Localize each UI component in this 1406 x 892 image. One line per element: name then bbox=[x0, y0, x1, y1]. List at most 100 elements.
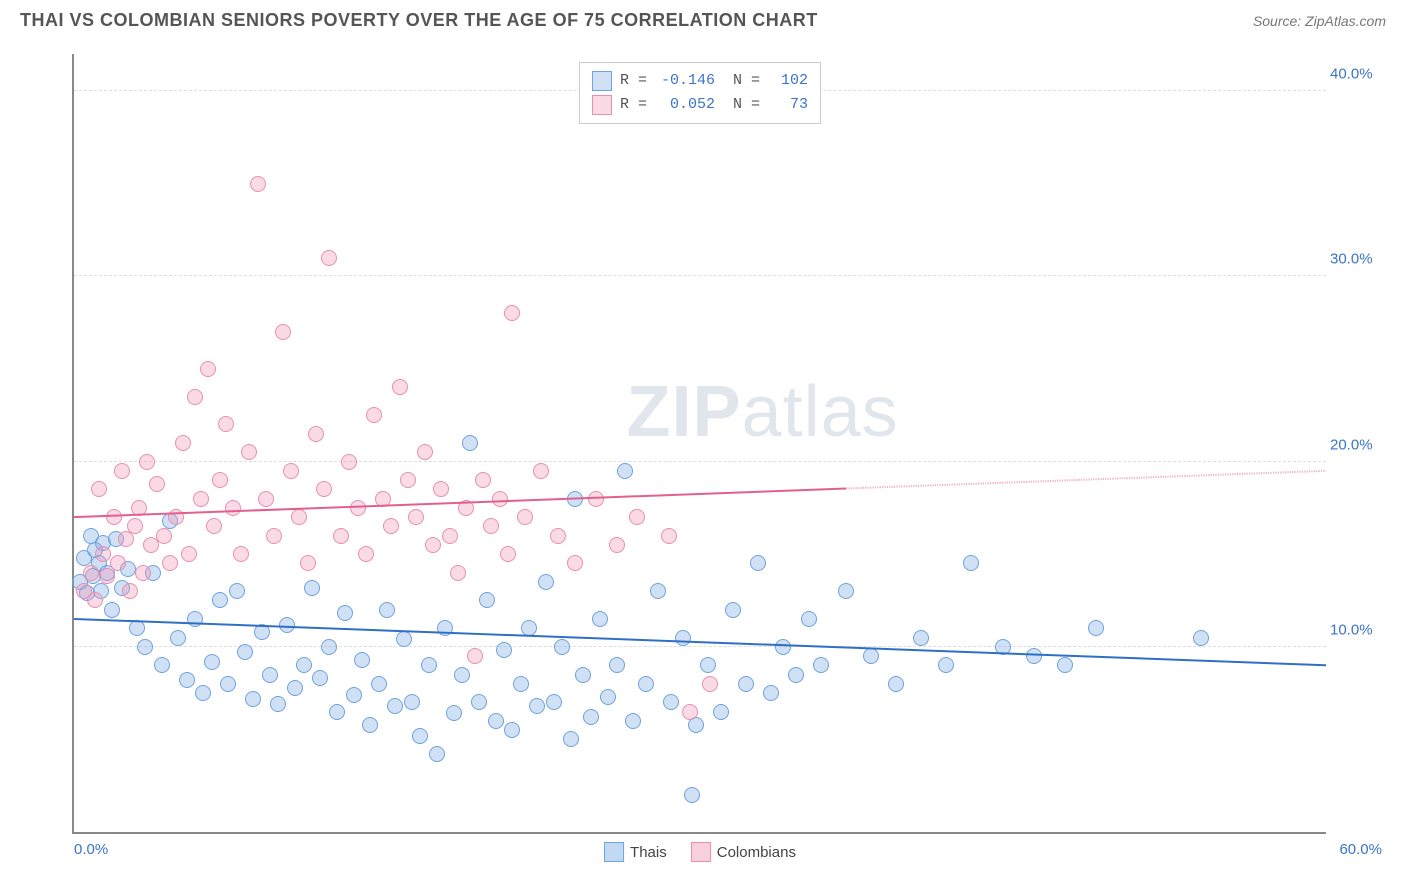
data-point bbox=[300, 555, 316, 571]
legend-r-label: R = bbox=[620, 69, 647, 93]
y-tick-label: 40.0% bbox=[1330, 66, 1380, 83]
data-point bbox=[245, 691, 261, 707]
data-point bbox=[1088, 620, 1104, 636]
legend-item: Thais bbox=[604, 842, 667, 862]
data-point bbox=[312, 670, 328, 686]
data-point bbox=[446, 705, 462, 721]
data-point bbox=[496, 642, 512, 658]
data-point bbox=[963, 555, 979, 571]
data-point bbox=[700, 657, 716, 673]
watermark: ZIPatlas bbox=[627, 371, 899, 453]
data-point bbox=[371, 676, 387, 692]
legend-n-value: 102 bbox=[768, 69, 808, 93]
data-point bbox=[287, 680, 303, 696]
y-tick-label: 30.0% bbox=[1330, 251, 1380, 268]
data-point bbox=[358, 546, 374, 562]
data-point bbox=[433, 481, 449, 497]
data-point bbox=[661, 528, 677, 544]
data-point bbox=[425, 537, 441, 553]
data-point bbox=[888, 676, 904, 692]
data-point bbox=[149, 476, 165, 492]
plot-area: ZIPatlas R =-0.146N =102R =0.052N =73 0.… bbox=[72, 54, 1326, 834]
data-point bbox=[533, 463, 549, 479]
data-point bbox=[296, 657, 312, 673]
legend-label: Thais bbox=[630, 844, 667, 861]
data-point bbox=[583, 709, 599, 725]
data-point bbox=[114, 463, 130, 479]
data-point bbox=[813, 657, 829, 673]
gridline bbox=[74, 461, 1326, 462]
gridline bbox=[74, 646, 1326, 647]
legend-row: R =-0.146N =102 bbox=[592, 69, 808, 93]
data-point bbox=[162, 555, 178, 571]
data-point bbox=[270, 696, 286, 712]
data-point bbox=[396, 631, 412, 647]
data-point bbox=[471, 694, 487, 710]
data-point bbox=[131, 500, 147, 516]
data-point bbox=[863, 648, 879, 664]
data-point bbox=[913, 630, 929, 646]
data-point bbox=[200, 361, 216, 377]
data-point bbox=[513, 676, 529, 692]
data-point bbox=[600, 689, 616, 705]
data-point bbox=[218, 416, 234, 432]
legend-swatch bbox=[592, 95, 612, 115]
data-point bbox=[702, 676, 718, 692]
data-point bbox=[127, 518, 143, 534]
data-point bbox=[750, 555, 766, 571]
data-point bbox=[684, 787, 700, 803]
data-point bbox=[408, 509, 424, 525]
data-point bbox=[195, 685, 211, 701]
data-point bbox=[763, 685, 779, 701]
data-point bbox=[106, 509, 122, 525]
data-point bbox=[187, 611, 203, 627]
data-point bbox=[475, 472, 491, 488]
data-point bbox=[279, 617, 295, 633]
data-point bbox=[417, 444, 433, 460]
data-point bbox=[291, 509, 307, 525]
data-point bbox=[504, 305, 520, 321]
data-point bbox=[179, 672, 195, 688]
source-attribution: Source: ZipAtlas.com bbox=[1253, 13, 1386, 29]
data-point bbox=[713, 704, 729, 720]
data-point bbox=[129, 620, 145, 636]
data-point bbox=[316, 481, 332, 497]
data-point bbox=[400, 472, 416, 488]
data-point bbox=[250, 176, 266, 192]
data-point bbox=[233, 546, 249, 562]
data-point bbox=[682, 704, 698, 720]
data-point bbox=[609, 537, 625, 553]
data-point bbox=[775, 639, 791, 655]
data-point bbox=[663, 694, 679, 710]
data-point bbox=[91, 481, 107, 497]
data-point bbox=[156, 528, 172, 544]
data-point bbox=[454, 667, 470, 683]
data-point bbox=[383, 518, 399, 534]
data-point bbox=[462, 435, 478, 451]
data-point bbox=[567, 555, 583, 571]
data-point bbox=[638, 676, 654, 692]
data-point bbox=[304, 580, 320, 596]
data-point bbox=[492, 491, 508, 507]
legend-n-label: N = bbox=[733, 69, 760, 93]
data-point bbox=[517, 509, 533, 525]
data-point bbox=[139, 454, 155, 470]
trend-lines bbox=[74, 54, 1326, 832]
data-point bbox=[212, 472, 228, 488]
data-point bbox=[458, 500, 474, 516]
data-point bbox=[95, 546, 111, 562]
series-legend: ThaisColombians bbox=[604, 842, 796, 862]
data-point bbox=[1026, 648, 1042, 664]
data-point bbox=[337, 605, 353, 621]
legend-r-value: 0.052 bbox=[655, 93, 715, 117]
data-point bbox=[366, 407, 382, 423]
data-point bbox=[321, 639, 337, 655]
data-point bbox=[283, 463, 299, 479]
legend-n-label: N = bbox=[733, 93, 760, 117]
data-point bbox=[187, 389, 203, 405]
data-point bbox=[254, 624, 270, 640]
data-point bbox=[175, 435, 191, 451]
data-point bbox=[258, 491, 274, 507]
data-point bbox=[225, 500, 241, 516]
data-point bbox=[387, 698, 403, 714]
